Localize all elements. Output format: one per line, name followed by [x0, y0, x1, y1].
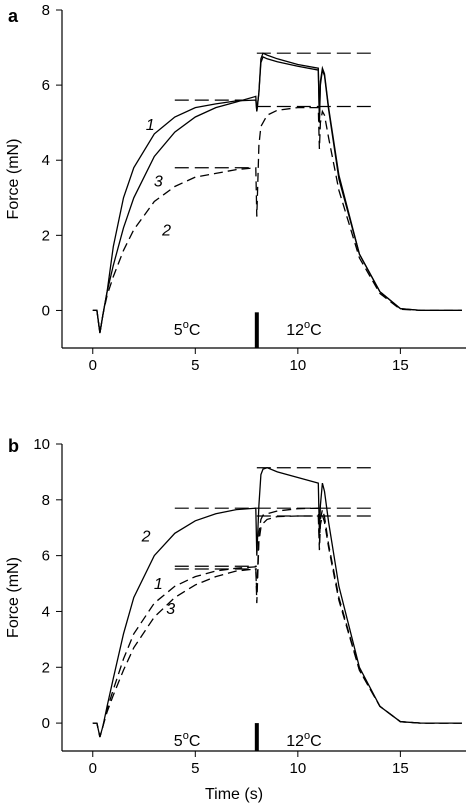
curve-label: 3: [166, 601, 175, 618]
panel-b: 0 2 4 6 8 10 0 5 10 15 Force (mN) Time (s) b 5oC 12oC 2…: [5, 436, 466, 803]
y-tick-label: 2: [42, 659, 50, 676]
panel-a: 0 2 4 6 8 0 5 10 15 Force (mN) a 5oC 12oC 1 3 2: [5, 2, 466, 374]
temperature-label: 12oC: [286, 319, 321, 339]
y-tick-label: 4: [42, 152, 50, 169]
y-tick-label: 0: [42, 715, 50, 732]
series-line: [92, 106, 462, 334]
temperature-label: 12oC: [286, 730, 321, 750]
curve-label: 2: [141, 529, 151, 546]
series-line: [92, 52, 462, 334]
x-tick-label: 10: [289, 357, 306, 374]
y-axis-title: Force (mN): [5, 139, 22, 220]
series-line: [92, 515, 462, 738]
y-tick-label: 8: [42, 492, 50, 509]
x-tick-label: 5: [191, 760, 199, 777]
series-line: [92, 56, 462, 334]
x-tick-label: 0: [89, 357, 97, 374]
x-tick-label: 5: [191, 357, 199, 374]
curve-label: 1: [146, 117, 155, 134]
y-tick-label: 2: [42, 227, 50, 244]
x-tick-label: 10: [289, 760, 306, 777]
y-tick-label: 0: [42, 302, 50, 319]
y-tick-label: 10: [33, 436, 50, 453]
y-tick-label: 6: [42, 548, 50, 565]
y-tick-label: 8: [42, 2, 50, 19]
x-tick-label: 0: [89, 760, 97, 777]
panel-label: a: [8, 6, 19, 26]
series-line: [92, 507, 462, 738]
series-line: [92, 467, 462, 738]
curve-label: 2: [161, 222, 171, 239]
x-tick-label: 15: [392, 357, 409, 374]
panel-label: b: [8, 436, 19, 456]
y-tick-label: 6: [42, 77, 50, 94]
curve-label: 3: [154, 174, 163, 191]
y-tick-label: 4: [42, 603, 50, 620]
x-axis-title: Time (s): [205, 786, 263, 803]
temperature-label: 5oC: [174, 730, 201, 750]
temperature-label: 5oC: [174, 319, 201, 339]
y-axis-title: Force (mN): [5, 557, 22, 638]
curve-label: 1: [154, 576, 163, 593]
x-tick-label: 15: [392, 760, 409, 777]
